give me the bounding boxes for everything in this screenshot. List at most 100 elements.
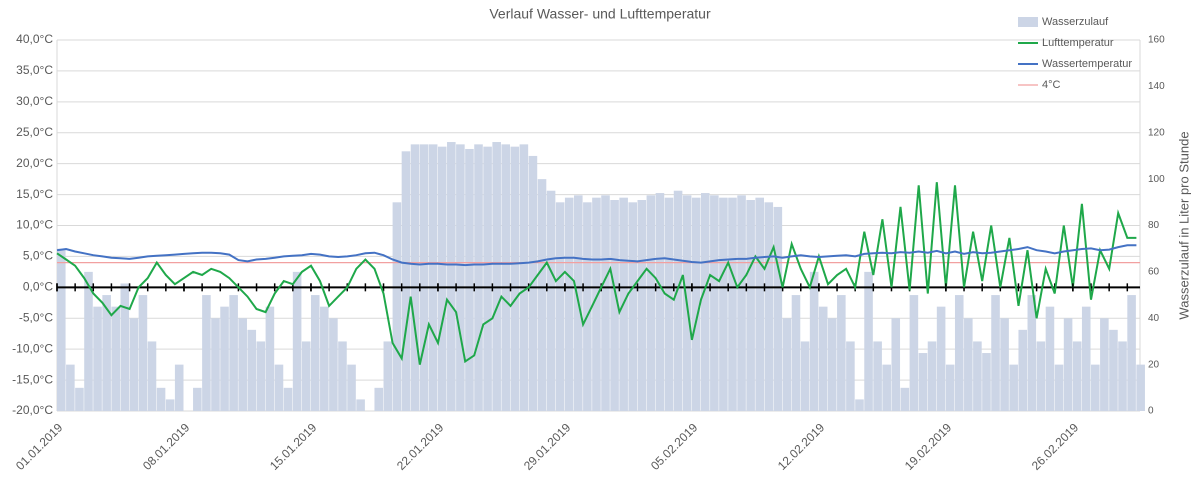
bar [193, 387, 202, 411]
bar [274, 364, 284, 411]
y-tick-label: 5,0°C [23, 249, 53, 263]
bar [882, 364, 891, 411]
bar [75, 387, 84, 411]
bar [773, 206, 783, 411]
bar [719, 197, 728, 411]
bar [1109, 329, 1118, 411]
bar [601, 195, 610, 411]
bar [174, 364, 184, 411]
x-tick-label: 01.01.2019 [13, 420, 66, 473]
bar [483, 146, 492, 411]
bar [927, 341, 937, 411]
bar [247, 329, 257, 411]
y2-tick-label: 40 [1148, 313, 1160, 324]
bar [800, 341, 810, 411]
bar [564, 197, 574, 411]
bar [66, 364, 75, 411]
bar [1091, 364, 1100, 411]
bar [655, 193, 665, 411]
legend-swatch [1018, 17, 1038, 27]
y-tick-label: 20,0°C [16, 156, 53, 170]
bar [673, 190, 683, 411]
bar [1136, 364, 1145, 411]
bar [492, 142, 501, 411]
bar [546, 190, 556, 411]
bar [945, 364, 955, 411]
bar [1009, 364, 1018, 411]
x-tick-label: 19.02.2019 [902, 420, 955, 473]
bar [93, 306, 102, 411]
bar [809, 271, 819, 411]
bar [791, 295, 801, 411]
bar [900, 387, 910, 411]
bar [1027, 295, 1037, 411]
legend-label: 4°C [1042, 79, 1061, 91]
bar [664, 197, 674, 411]
bar [465, 148, 474, 411]
bar [292, 271, 302, 411]
bar [347, 364, 356, 411]
bar [936, 306, 946, 411]
bar [102, 295, 111, 411]
y2-tick-label: 0 [1148, 406, 1154, 417]
bar [764, 202, 774, 411]
bar [837, 295, 846, 411]
bar [528, 155, 538, 411]
bar [918, 353, 928, 411]
bar [891, 318, 901, 411]
bar [238, 318, 247, 411]
y-tick-label: -15,0°C [12, 372, 53, 386]
bar [320, 306, 329, 411]
bar [1036, 341, 1046, 411]
x-tick-label: 22.01.2019 [394, 420, 447, 473]
bar [964, 318, 973, 411]
bar [501, 144, 511, 411]
bar [211, 318, 220, 411]
bar [356, 399, 365, 411]
bar [555, 202, 565, 411]
bar [156, 387, 166, 411]
bar [256, 341, 266, 411]
y2-tick-label: 160 [1148, 35, 1165, 46]
bar [537, 179, 547, 411]
bar [456, 144, 465, 411]
bar [338, 341, 347, 411]
bar [138, 295, 148, 411]
bar [1063, 318, 1073, 411]
bar [691, 197, 701, 411]
bar [510, 146, 520, 411]
chart-title: Verlauf Wasser- und Lufttemperatur [489, 6, 711, 22]
bar [628, 202, 638, 411]
bar [410, 144, 420, 411]
y-tick-label: 30,0°C [16, 94, 53, 108]
bar [519, 144, 529, 411]
bar [383, 341, 393, 411]
bar [202, 295, 211, 411]
x-tick-label: 12.02.2019 [775, 420, 828, 473]
bar [864, 271, 873, 411]
bar [120, 283, 130, 411]
y-tick-label: 25,0°C [16, 125, 53, 139]
x-tick-label: 08.01.2019 [140, 420, 193, 473]
bar [428, 144, 438, 411]
bar [111, 306, 120, 411]
y2-tick-label: 120 [1148, 127, 1165, 138]
bar [129, 318, 139, 411]
bar [1118, 341, 1127, 411]
bar [818, 306, 828, 411]
bar [437, 146, 447, 411]
bar [301, 341, 311, 411]
bar [646, 195, 656, 411]
bar [310, 295, 320, 411]
bar [419, 144, 429, 411]
bar [265, 306, 275, 411]
legend-label: Lufttemperatur [1042, 37, 1114, 49]
bar [592, 197, 601, 411]
y2-tick-label: 80 [1148, 220, 1160, 231]
y2-tick-label: 100 [1148, 174, 1165, 185]
bar [728, 197, 737, 411]
bar [57, 248, 66, 411]
bar [447, 142, 456, 411]
bar [1045, 306, 1055, 411]
